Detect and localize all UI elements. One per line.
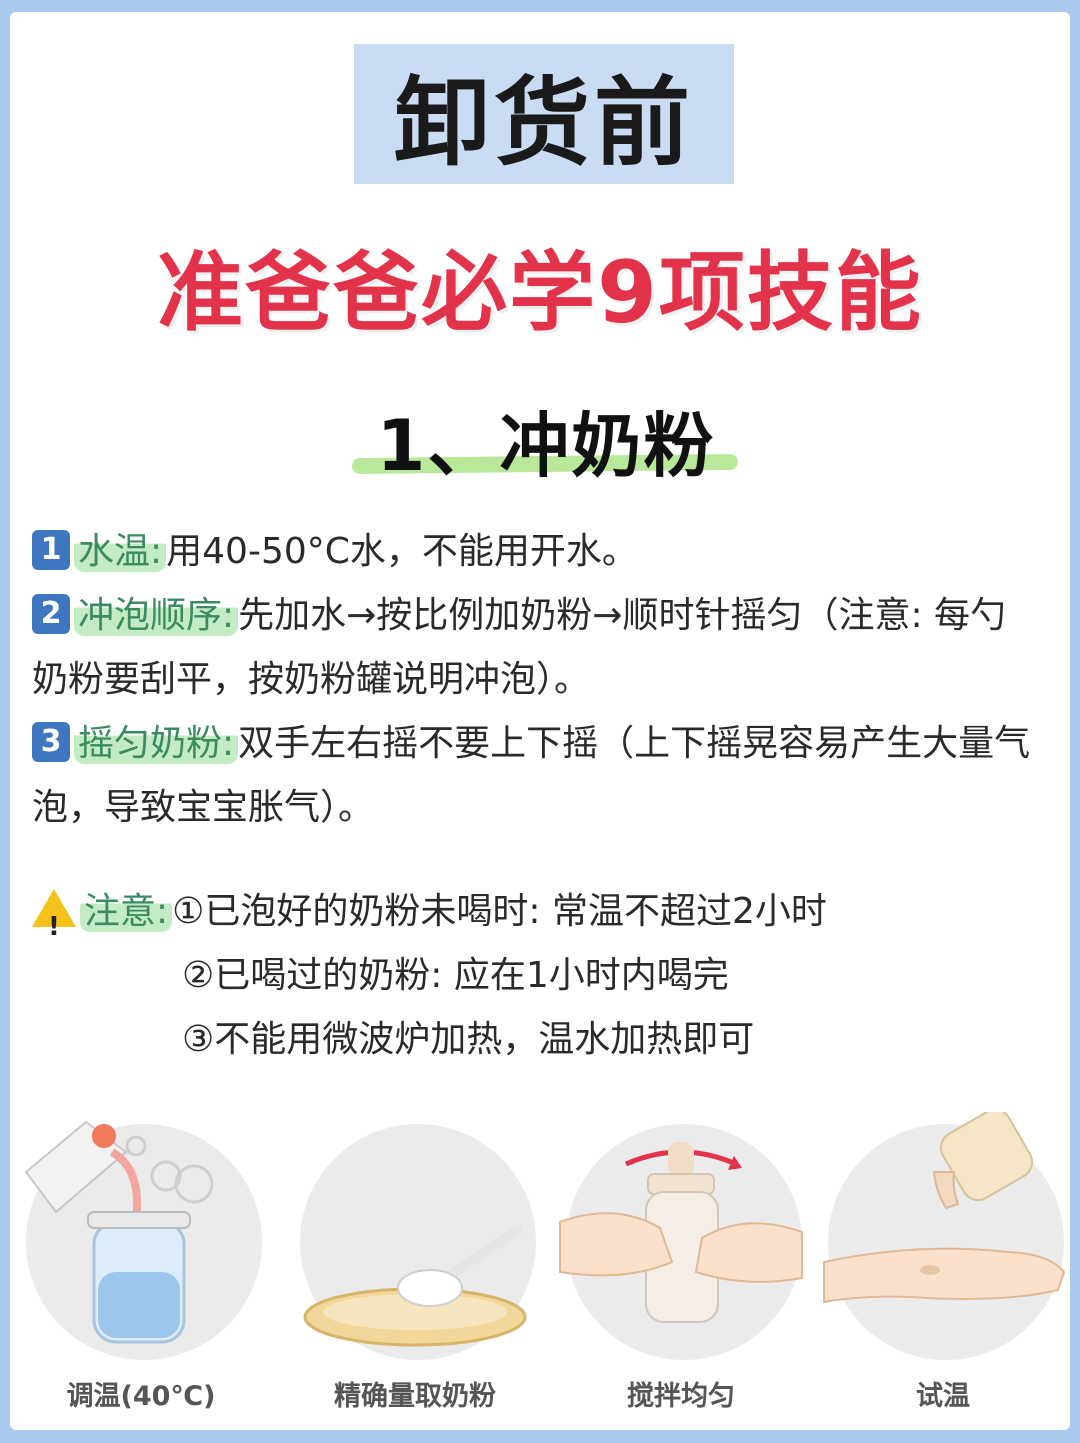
- note-item: ③不能用微波炉加热，温水加热即可: [182, 1019, 755, 1060]
- note-item: ②已喝过的奶粉: 应在1小时内喝完: [182, 955, 729, 996]
- warning-icon: [32, 889, 76, 959]
- step-number-badge: 1: [32, 530, 70, 570]
- notes-block: 注意:①已泡好的奶粉未喝时: 常温不超过2小时 ②已喝过的奶粉: 应在1小时内喝…: [32, 880, 1042, 1072]
- section-title-block: 1、冲奶粉: [346, 390, 746, 487]
- step-text: 用40-50°C水，不能用开水。: [166, 531, 638, 572]
- illustration-caption: 精确量取奶粉: [334, 1381, 496, 1412]
- step-item: 1 水温: 用40-50°C水，不能用开水。: [32, 520, 1042, 584]
- note-row: ③不能用微波炉加热，温水加热即可: [32, 1008, 1042, 1072]
- step-text: 双手左右摇不要上下摇（上下摇晃容易产生大量气泡，导致宝宝胀气）。: [32, 723, 1031, 828]
- illustration-card: 调温(40℃): [16, 1112, 266, 1430]
- content-card: 卸货前 准爸爸必学9项技能 1、冲奶粉 1 水温: 用40-50°C水，不能用开水。…: [10, 12, 1070, 1430]
- headline: 准爸爸必学9项技能: [157, 243, 923, 343]
- step-label: 冲泡顺序:: [74, 595, 239, 636]
- step-text: 先加水→按比例加奶粉→顺时针摇匀（注意: 每勺奶粉要刮平，按奶粉罐说明冲泡）。: [32, 595, 1007, 700]
- step-number-badge: 3: [32, 722, 70, 762]
- illustration-row: 调温(40℃) 精确量取奶粉 搅拌均匀: [10, 1112, 1070, 1430]
- step-label: 摇匀奶粉:: [74, 723, 239, 764]
- wrist-test-icon: [823, 1112, 1066, 1304]
- step-number-badge: 2: [32, 594, 70, 634]
- section-title: 1、冲奶粉: [376, 405, 716, 487]
- hero-title: 卸货前: [394, 66, 694, 179]
- note-row: ②已喝过的奶粉: 应在1小时内喝完: [32, 944, 1042, 1008]
- scoop-powder-icon: [303, 1225, 527, 1347]
- note-item: ①已泡好的奶粉未喝时: 常温不超过2小时: [172, 891, 827, 932]
- step-item: 2 冲泡顺序: 先加水→按比例加奶粉→顺时针摇匀（注意: 每勺奶粉要刮平，按奶粉罐说…: [32, 584, 1042, 712]
- illustration-card: 精确量取奶粉: [290, 1112, 540, 1430]
- illustration-caption: 调温(40℃): [66, 1381, 216, 1412]
- hero-title-box: 卸货前: [354, 44, 734, 184]
- illustration-card: 搅拌均匀: [556, 1112, 806, 1430]
- note-row: 注意:①已泡好的奶粉未喝时: 常温不超过2小时: [32, 880, 1042, 959]
- shaking-bottle-icon: [559, 1142, 803, 1323]
- step-label: 水温:: [74, 531, 167, 572]
- pouring-water-bottle-icon: [24, 1120, 214, 1344]
- illustration-card: 试温: [818, 1112, 1068, 1430]
- steps-list: 1 水温: 用40-50°C水，不能用开水。 2 冲泡顺序: 先加水→按比例加奶粉→顺时…: [32, 520, 1042, 840]
- step-item: 3 摇匀奶粉: 双手左右摇不要上下摇（上下摇晃容易产生大量气泡，导致宝宝胀气）。: [32, 712, 1042, 840]
- illustration-caption: 搅拌均匀: [627, 1381, 735, 1412]
- notes-label: 注意:: [80, 891, 173, 932]
- illustration-caption: 试温: [916, 1381, 970, 1412]
